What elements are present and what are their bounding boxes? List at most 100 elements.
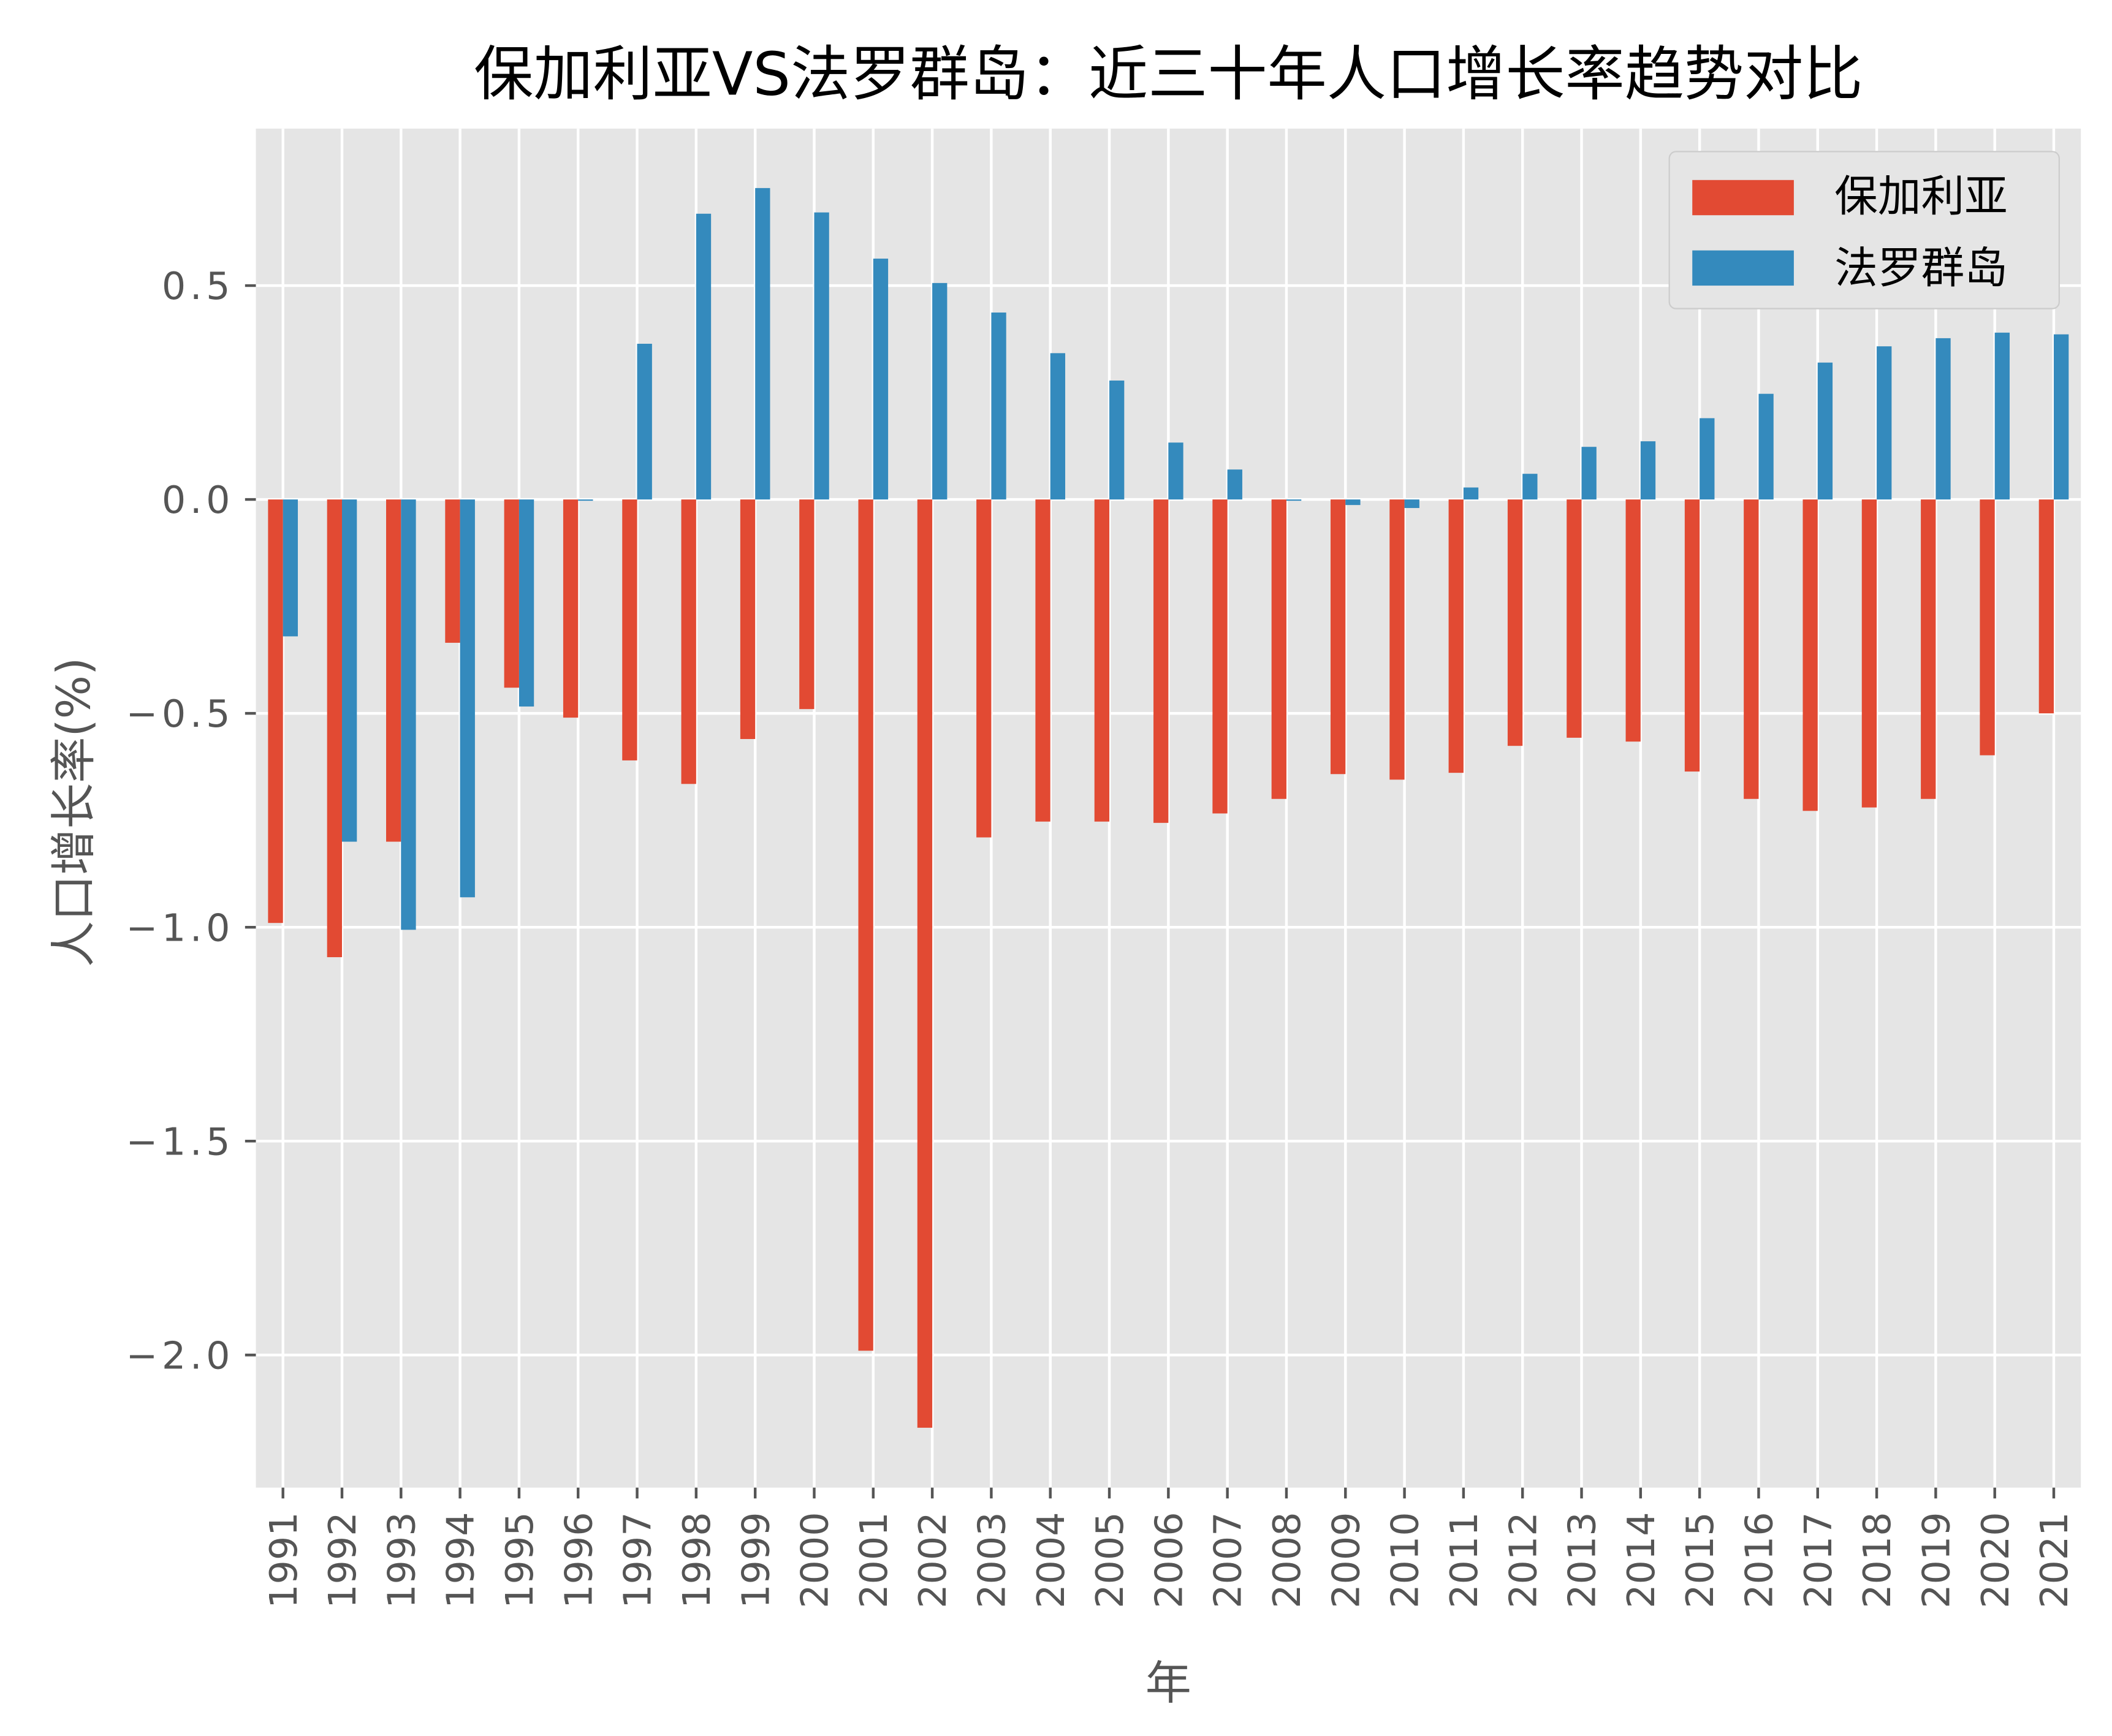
bar-faroe [1994, 332, 2010, 500]
bar-faroe [814, 212, 829, 500]
bar-bulgaria [1921, 499, 1936, 799]
bar-bulgaria [858, 499, 873, 1351]
x-tick-label: 2016 [1738, 1512, 1782, 1608]
x-tick-label: 2003 [970, 1512, 1014, 1608]
legend-swatch-faroe [1692, 250, 1794, 286]
bar-bulgaria [740, 499, 756, 740]
bars [268, 188, 2069, 1428]
x-tick-label: 2017 [1796, 1512, 1840, 1608]
x-tick-label: 1991 [262, 1512, 306, 1608]
bar-faroe [1700, 418, 1715, 500]
x-tick-label: 2007 [1206, 1512, 1250, 1608]
y-tick-label: 0.5 [162, 264, 234, 308]
x-tick-label: 2013 [1560, 1512, 1605, 1608]
bar-faroe [283, 499, 298, 637]
bar-bulgaria [504, 499, 519, 688]
bar-faroe [755, 188, 770, 500]
bar-bulgaria [917, 499, 933, 1428]
bar-faroe [1640, 441, 1656, 500]
x-tick-label: 1992 [321, 1512, 365, 1608]
bar-bulgaria [1567, 499, 1582, 738]
bar-faroe [1345, 499, 1361, 506]
y-tick-label: 0.0 [162, 478, 234, 522]
bar-faroe [991, 313, 1006, 500]
bar-faroe [1877, 346, 1892, 500]
bar-bulgaria [563, 499, 579, 718]
bar-faroe [1581, 447, 1597, 500]
bar-bulgaria [1507, 499, 1523, 746]
bar-bulgaria [1980, 499, 1995, 756]
legend-label-faroe: 法罗群岛 [1834, 243, 2008, 294]
bar-bulgaria [386, 499, 401, 842]
bar-faroe [341, 499, 357, 842]
bar-bulgaria [976, 499, 992, 838]
x-tick-label: 2011 [1442, 1512, 1486, 1608]
bar-faroe [1109, 381, 1125, 500]
y-tick-label: −1.0 [126, 906, 234, 950]
bar-faroe [1522, 474, 1538, 500]
bar-bulgaria [1094, 499, 1110, 822]
bar-bulgaria [1802, 499, 1818, 811]
y-axis-label: 人口增长率(%) [47, 658, 101, 967]
bar-faroe [1758, 393, 1774, 500]
bar-bulgaria [681, 499, 696, 784]
bar-bulgaria [1861, 499, 1877, 808]
bar-faroe [873, 259, 889, 500]
x-tick-label: 2021 [2032, 1512, 2076, 1608]
x-axis: 1991 1992 1993 1994 1995 1996 1997 1998 1999 2000… [262, 1487, 2076, 1609]
bar-bulgaria [1330, 499, 1346, 775]
bar-faroe [460, 499, 475, 898]
x-tick-label: 1997 [616, 1512, 660, 1608]
x-axis-label: 年 [1145, 1656, 1191, 1710]
x-tick-label: 2020 [1973, 1512, 2018, 1608]
bar-bulgaria [2038, 499, 2054, 714]
bar-bulgaria [1389, 499, 1405, 780]
y-tick-label: −2.0 [126, 1333, 234, 1378]
y-tick-label: −0.5 [126, 692, 234, 736]
x-tick-label: 2005 [1088, 1512, 1132, 1608]
bar-bulgaria [327, 499, 342, 958]
bar-faroe [1404, 499, 1419, 509]
y-tick-label: −1.5 [126, 1120, 234, 1164]
bar-faroe [1286, 499, 1302, 501]
chart-title: 保加利亚VS法罗群岛：近三十年人口增长率趋势对比 [474, 40, 1863, 109]
x-tick-label: 2014 [1619, 1512, 1663, 1608]
x-tick-label: 2002 [911, 1512, 955, 1608]
x-tick-label: 1996 [556, 1512, 601, 1608]
bar-faroe [1463, 487, 1479, 500]
y-axis: 0.5 0.0 −0.5 −1.0 −1.5 −2.0 [126, 264, 256, 1378]
x-tick-label: 1999 [734, 1512, 778, 1608]
bar-faroe [637, 343, 652, 500]
bar-faroe [2054, 334, 2069, 500]
x-tick-label: 2004 [1029, 1512, 1073, 1608]
x-tick-label: 2001 [852, 1512, 896, 1608]
x-tick-label: 2019 [1914, 1512, 1958, 1608]
bar-bulgaria [1271, 499, 1286, 799]
bar-bulgaria [1684, 499, 1700, 772]
bar-bulgaria [1625, 499, 1641, 742]
legend-label-bulgaria: 保加利亚 [1834, 171, 2008, 222]
x-tick-label: 1995 [498, 1512, 542, 1608]
bar-faroe [1227, 469, 1242, 500]
legend: 保加利亚 法罗群岛 [1668, 151, 2060, 309]
x-tick-label: 2018 [1855, 1512, 1899, 1608]
x-tick-label: 2012 [1501, 1512, 1545, 1608]
bar-faroe [932, 282, 948, 500]
bar-bulgaria [622, 499, 637, 760]
bar-bulgaria [1744, 499, 1759, 799]
bar-bulgaria [1153, 499, 1169, 823]
bar-faroe [696, 213, 712, 500]
bar-faroe [1935, 338, 1951, 500]
bar-bulgaria [445, 499, 460, 643]
x-tick-label: 2000 [793, 1512, 837, 1608]
bar-faroe [519, 499, 534, 707]
bar-faroe [401, 499, 416, 930]
legend-swatch-bulgaria [1692, 180, 1794, 216]
bar-bulgaria [1035, 499, 1050, 822]
x-tick-label: 2006 [1147, 1512, 1191, 1608]
x-tick-label: 2015 [1678, 1512, 1722, 1608]
bar-faroe [1050, 353, 1066, 500]
bar-bulgaria [268, 499, 283, 923]
bar-faroe [1168, 442, 1183, 500]
